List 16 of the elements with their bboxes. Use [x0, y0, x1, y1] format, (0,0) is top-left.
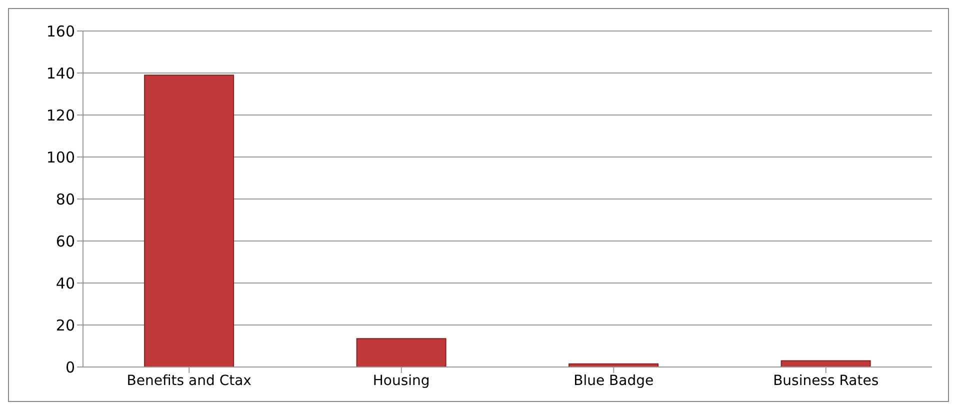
y-tick-label: 140 — [46, 64, 75, 82]
y-tick-label: 120 — [46, 106, 75, 124]
y-tick-label: 80 — [56, 190, 75, 208]
x-tick-label: Benefits and Ctax — [126, 372, 252, 389]
bar — [144, 74, 234, 367]
bar — [780, 360, 871, 367]
x-tick-label: Blue Badge — [574, 372, 654, 389]
y-tick-label: 60 — [56, 232, 75, 250]
y-tick-label: 20 — [56, 316, 75, 334]
y-tick-label: 160 — [46, 22, 75, 40]
y-tick-label: 0 — [65, 358, 75, 376]
x-tick-label: Housing — [372, 372, 430, 389]
y-tick-label: 40 — [56, 274, 75, 292]
bar — [356, 338, 446, 367]
y-tick-label: 100 — [46, 148, 75, 166]
x-tick-label: Business Rates — [773, 372, 879, 389]
